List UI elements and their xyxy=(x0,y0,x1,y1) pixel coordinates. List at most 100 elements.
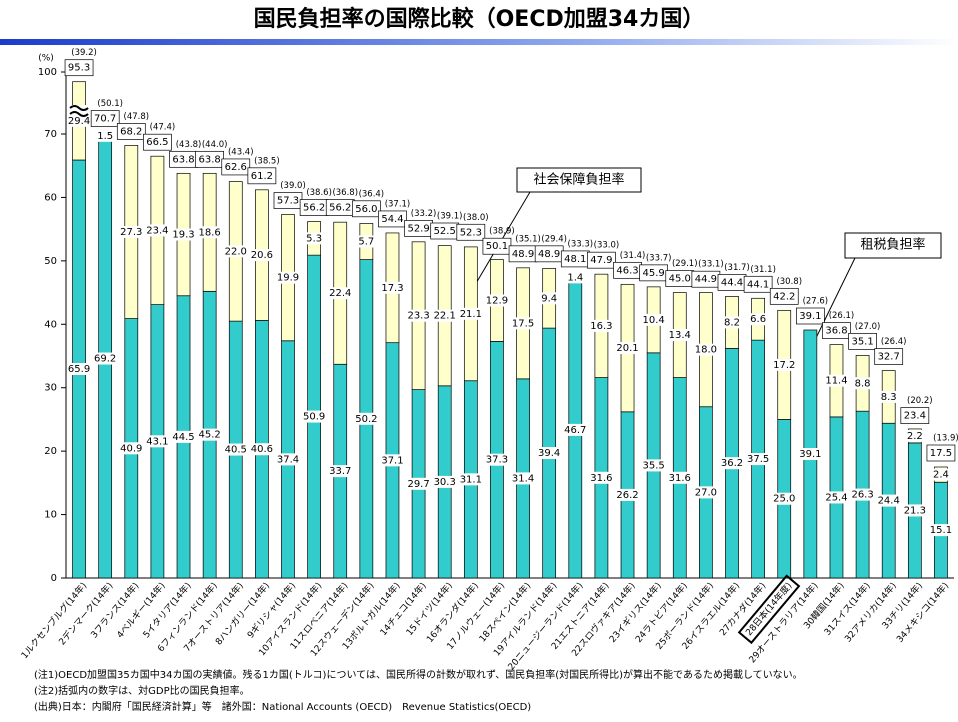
value-label: 27.0 xyxy=(695,487,717,498)
total-label: 52.9 xyxy=(407,223,429,234)
total-box xyxy=(90,110,120,127)
callout-line xyxy=(814,257,856,341)
label-bg xyxy=(928,524,953,537)
value-label: 2.2 xyxy=(907,431,923,442)
gdp-label: (31.4) xyxy=(620,251,646,261)
value-label: 31.6 xyxy=(590,473,612,484)
label-bg xyxy=(511,472,536,485)
y-tick-label: 10 xyxy=(44,510,57,521)
value-label: 30.3 xyxy=(434,477,456,488)
value-label: 18.6 xyxy=(199,227,221,238)
value-label: 22.0 xyxy=(225,246,247,257)
value-label: 50.9 xyxy=(303,412,325,423)
x-tick-label: 28日本(14年度) xyxy=(743,580,795,638)
label-bg xyxy=(641,313,666,326)
total-label: 70.7 xyxy=(94,114,116,125)
total-label: 54.4 xyxy=(381,214,403,225)
label-bg xyxy=(589,319,614,332)
gdp-label: (20.2) xyxy=(907,396,933,406)
total-box xyxy=(587,251,616,269)
label-bg xyxy=(537,292,562,305)
value-label: 21.1 xyxy=(460,309,482,320)
gdp-label: (33.0) xyxy=(594,241,620,251)
label-bg xyxy=(406,309,431,322)
value-label: 22.1 xyxy=(434,311,456,322)
total-box xyxy=(352,200,381,218)
y-tick-label: 0 xyxy=(51,573,57,584)
label-bg xyxy=(511,317,536,330)
label-bg xyxy=(563,423,588,436)
value-label: 37.4 xyxy=(277,454,299,465)
total-box xyxy=(848,333,877,350)
value-label: 50.2 xyxy=(355,414,377,425)
y-tick-label: 50 xyxy=(44,256,57,267)
gdp-label: (29.1) xyxy=(672,259,698,269)
highlight-box xyxy=(737,574,801,645)
total-label: 52.3 xyxy=(460,227,482,238)
gdp-label: (44.0) xyxy=(202,140,228,150)
total-label: 47.9 xyxy=(590,255,612,266)
total-label: 63.8 xyxy=(199,154,221,165)
y-tick-label: 70 xyxy=(44,129,57,140)
gdp-label: (26.4) xyxy=(881,337,907,347)
gdp-label: (26.1) xyxy=(829,311,855,321)
value-label: 26.3 xyxy=(851,490,873,501)
label-bg xyxy=(223,245,248,258)
label-bg xyxy=(328,465,353,478)
value-label: 19.3 xyxy=(172,230,194,241)
value-label: 1.4 xyxy=(567,272,583,283)
label-bg xyxy=(850,488,875,501)
value-label: 25.4 xyxy=(825,492,847,503)
value-label: 22.4 xyxy=(329,288,351,299)
callout-label: 租税負担率 xyxy=(860,237,925,253)
value-label: 2.4 xyxy=(933,470,949,481)
gdp-label: (37.1) xyxy=(385,199,411,209)
label-bg xyxy=(876,494,901,507)
gdp-label: (27.0) xyxy=(855,322,881,332)
label-bg xyxy=(249,249,274,262)
label-bg xyxy=(276,271,300,284)
label-bg xyxy=(119,442,144,455)
label-bg xyxy=(484,294,509,307)
label-bg xyxy=(145,435,170,448)
label-bg xyxy=(824,491,849,504)
label-bg xyxy=(772,358,797,371)
value-label: 6.6 xyxy=(750,314,766,325)
total-label: 48.9 xyxy=(512,249,534,260)
label-bg xyxy=(537,447,562,460)
total-label: 61.2 xyxy=(251,171,273,182)
label-bg xyxy=(223,443,248,456)
label-bg xyxy=(458,473,483,486)
total-label: 66.5 xyxy=(146,137,168,148)
gdp-label: (39.0) xyxy=(280,181,306,191)
value-label: 40.5 xyxy=(225,445,247,456)
gdp-label: (33.7) xyxy=(646,253,672,263)
title-rule xyxy=(0,39,958,45)
value-label: 26.2 xyxy=(616,490,638,501)
total-label: 56.2 xyxy=(329,203,351,214)
label-bg xyxy=(432,475,457,488)
value-label: 45.2 xyxy=(199,430,221,441)
gdp-label: (39.2) xyxy=(71,48,97,58)
note: (出典)日本：内閣府「国民経済計算」等 諸外国：National Account… xyxy=(34,700,531,713)
total-label: 62.6 xyxy=(225,162,247,173)
label-bg xyxy=(119,225,144,238)
value-label: 37.1 xyxy=(381,455,403,466)
total-label: 68.2 xyxy=(120,126,142,137)
total-label: 45.0 xyxy=(669,274,691,285)
value-label: 25.0 xyxy=(773,494,795,505)
total-label: 44.9 xyxy=(695,274,717,285)
total-box xyxy=(822,322,851,339)
axis-break-mark xyxy=(69,111,89,117)
total-label: 44.4 xyxy=(721,277,743,288)
value-label: 11.4 xyxy=(825,376,847,387)
total-label: 56.0 xyxy=(355,204,377,215)
callout-box xyxy=(516,167,642,193)
label-bg xyxy=(693,343,718,356)
y-tick-label: 100 xyxy=(38,67,57,78)
label-bg xyxy=(693,486,718,499)
total-box xyxy=(143,133,172,151)
value-label: 23.4 xyxy=(146,225,168,236)
value-label: 15.1 xyxy=(930,525,952,536)
note: (注1)OECD加盟国35カ国中34カ国の実績値。残る1カ国(トルコ)については… xyxy=(34,668,803,681)
